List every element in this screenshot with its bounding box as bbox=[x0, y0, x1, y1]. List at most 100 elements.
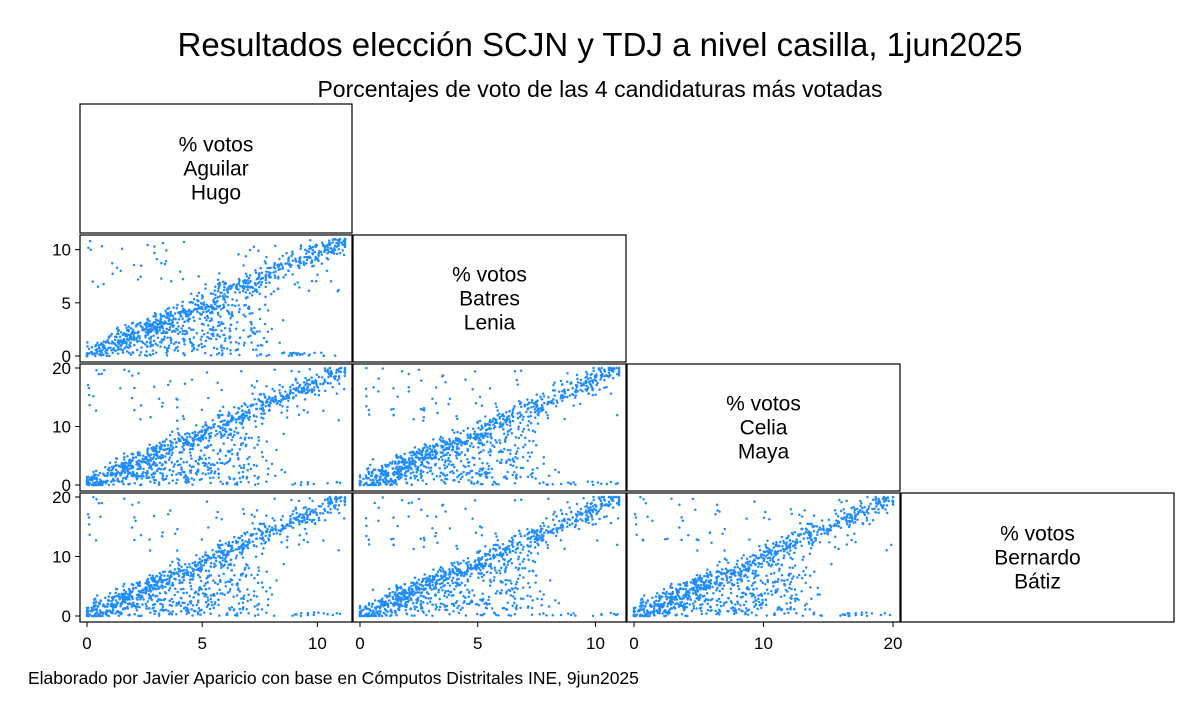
scatter-point bbox=[599, 378, 602, 381]
scatter-point bbox=[248, 312, 252, 315]
scatter-point bbox=[406, 461, 409, 464]
scatter-point bbox=[290, 254, 293, 258]
scatter-point bbox=[568, 394, 572, 397]
scatter-point bbox=[233, 291, 237, 294]
scatter-point bbox=[554, 468, 557, 471]
scatter-point bbox=[204, 436, 208, 440]
scatter-point bbox=[523, 436, 527, 440]
scatter-point bbox=[510, 431, 514, 435]
scatter-point bbox=[136, 584, 140, 587]
scatter-point bbox=[220, 329, 223, 332]
scatter-point bbox=[534, 444, 538, 447]
scatter-point bbox=[168, 447, 171, 450]
scatter-point bbox=[252, 590, 256, 593]
scatter-point bbox=[213, 553, 216, 556]
scatter-point bbox=[122, 338, 126, 342]
scatter-point bbox=[434, 452, 438, 456]
scatter-point bbox=[427, 466, 430, 470]
scatter-point bbox=[335, 241, 338, 245]
scatter-point bbox=[533, 416, 537, 419]
scatter-point bbox=[126, 455, 129, 458]
scatter-point bbox=[417, 457, 421, 460]
scatter-point bbox=[248, 292, 252, 295]
scatter-point bbox=[191, 604, 195, 607]
scatter-point bbox=[133, 343, 136, 347]
scatter-point bbox=[574, 483, 577, 486]
scatter-point bbox=[163, 335, 166, 339]
scatter-point bbox=[557, 471, 561, 474]
scatter-point bbox=[230, 311, 234, 314]
scatter-point bbox=[273, 274, 277, 277]
scatter-point bbox=[235, 283, 238, 287]
scatter-point bbox=[212, 425, 216, 429]
scatter-point bbox=[160, 331, 163, 335]
scatter-point bbox=[584, 388, 587, 391]
scatter-point bbox=[158, 571, 161, 575]
scatter-point bbox=[149, 336, 152, 340]
scatter-point bbox=[94, 469, 98, 473]
scatter-point bbox=[546, 413, 549, 417]
scatter-point bbox=[268, 525, 271, 528]
scatter-point bbox=[515, 378, 519, 382]
scatter-point bbox=[168, 579, 171, 583]
scatter-point bbox=[328, 366, 332, 370]
scatter-point bbox=[519, 413, 523, 417]
scatter-point bbox=[109, 346, 112, 349]
scatter-point bbox=[278, 403, 282, 406]
scatter-point bbox=[517, 529, 521, 533]
scatter-point bbox=[496, 414, 499, 417]
scatter-point bbox=[182, 572, 185, 575]
scatter-point bbox=[248, 455, 251, 459]
scatter-point bbox=[563, 417, 566, 421]
scatter-point bbox=[616, 612, 619, 616]
scatter-point bbox=[113, 595, 117, 598]
scatter-point bbox=[242, 512, 246, 516]
scatter-point bbox=[255, 290, 259, 294]
scatter-point bbox=[166, 316, 169, 320]
scatter-point bbox=[165, 474, 169, 478]
scatter-point bbox=[565, 380, 569, 384]
scatter-point bbox=[96, 350, 99, 353]
scatter-point bbox=[229, 348, 232, 352]
scatter-point bbox=[260, 542, 263, 545]
scatter-point bbox=[122, 588, 126, 592]
scatter-point bbox=[570, 381, 573, 385]
scatter-point bbox=[149, 340, 152, 343]
scatter-point bbox=[230, 583, 234, 586]
scatter-point bbox=[426, 446, 429, 449]
scatter-point bbox=[274, 270, 277, 273]
scatter-point bbox=[455, 457, 459, 460]
scatter-point bbox=[532, 401, 536, 405]
scatter-point bbox=[85, 483, 89, 486]
scatter-point bbox=[223, 462, 226, 466]
scatter-point bbox=[257, 566, 260, 569]
scatter-point bbox=[320, 262, 324, 265]
scatter-point bbox=[212, 301, 216, 304]
scatter-point bbox=[484, 561, 487, 565]
scatter-point bbox=[218, 560, 222, 564]
scatter-point bbox=[167, 306, 171, 310]
scatter-point bbox=[206, 599, 210, 602]
scatter-point bbox=[211, 326, 215, 329]
scatter-point bbox=[336, 379, 339, 382]
scatter-point bbox=[158, 328, 162, 332]
scatter-point bbox=[443, 461, 447, 464]
scatter-point bbox=[298, 384, 301, 388]
scatter-point bbox=[446, 459, 450, 462]
scatter-point bbox=[448, 440, 452, 443]
scatter-point bbox=[151, 349, 155, 352]
scatter-point bbox=[95, 368, 98, 372]
scatter-point bbox=[183, 353, 186, 357]
scatter-point bbox=[119, 269, 122, 273]
scatter-point bbox=[104, 596, 107, 600]
scatter-point bbox=[121, 333, 125, 336]
scatter-point bbox=[469, 444, 472, 448]
scatter-point bbox=[393, 470, 396, 474]
scatter-point bbox=[180, 468, 183, 471]
scatter-point bbox=[265, 354, 268, 358]
scatter-point bbox=[95, 480, 99, 483]
scatter-point bbox=[476, 421, 479, 424]
scatter-point bbox=[158, 441, 161, 445]
scatter-point bbox=[165, 249, 168, 252]
scatter-point bbox=[521, 597, 525, 600]
